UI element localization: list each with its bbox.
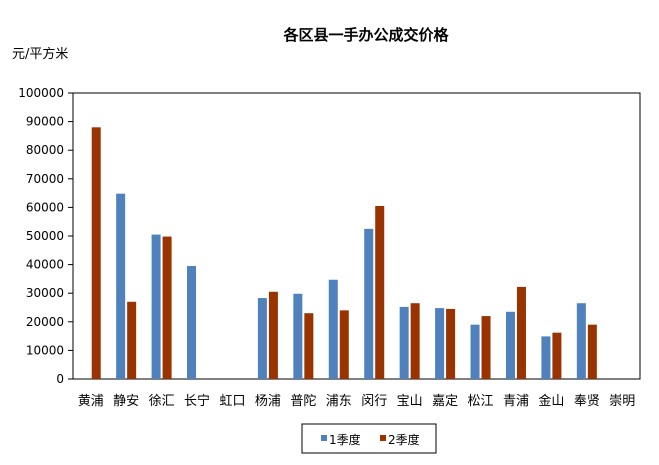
bar-series-2-嘉定: [446, 308, 456, 379]
bar-series-1-闵行: [364, 228, 374, 379]
x-category-label: 浦东: [326, 394, 352, 409]
bar-series-2-宝山: [410, 303, 420, 379]
x-category-label: 嘉定: [432, 394, 458, 409]
bar-series-2-静安: [127, 301, 137, 379]
bars-group: [91, 127, 597, 379]
bar-series-2-青浦: [516, 286, 526, 379]
bar-series-1-嘉定: [435, 308, 445, 379]
bar-series-1-松江: [470, 324, 480, 379]
y-tick-label: 10000: [26, 343, 64, 357]
y-tick-label: 80000: [26, 143, 64, 157]
y-tick-label: 50000: [26, 229, 64, 243]
legend-label-series-1: 1季度: [329, 432, 361, 447]
x-category-label: 青浦: [503, 394, 529, 409]
x-category-label: 崇明: [609, 394, 635, 409]
bar-series-2-奉贤: [587, 324, 597, 379]
bar-series-2-闵行: [375, 205, 385, 379]
bar-series-1-徐汇: [151, 234, 161, 379]
bar-series-2-浦东: [339, 310, 349, 379]
bar-series-1-杨浦: [257, 298, 267, 379]
legend: 1季度 2季度: [301, 423, 437, 454]
x-category-label: 徐汇: [149, 394, 175, 409]
y-tick-label: 0: [56, 372, 64, 386]
y-tick-label: 20000: [26, 315, 64, 329]
x-category-label: 普陀: [290, 393, 316, 409]
y-axis-unit-label: 元/平方米: [12, 46, 68, 62]
legend-swatch-series-1: [321, 435, 327, 441]
bar-series-2-黄浦: [91, 127, 101, 379]
x-category-label: 金山: [538, 393, 564, 409]
bar-series-1-普陀: [293, 293, 303, 379]
bar-series-2-普陀: [304, 313, 314, 379]
x-category-label: 松江: [468, 394, 494, 409]
x-category-label: 闵行: [361, 394, 387, 409]
y-tick-label: 90000: [26, 115, 64, 129]
bar-series-1-奉贤: [576, 303, 586, 379]
bar-series-2-松江: [481, 316, 491, 379]
bar-series-1-静安: [116, 193, 126, 379]
x-category-label: 杨浦: [255, 394, 281, 409]
y-tick-label: 30000: [26, 286, 64, 300]
x-axis-labels: 黄浦 静安 徐汇 长宁 虹口 杨浦 普陀 浦东 闵行 宝山 嘉定 松江 青浦 金山 奉贤 崇明: [78, 393, 636, 409]
y-tick-label: 100000: [18, 86, 64, 100]
y-axis-ticks: 0 10000 20000 30000 40000 50000 60000 70000 8000…: [18, 86, 73, 386]
legend-swatch-series-2: [380, 435, 386, 441]
y-tick-label: 70000: [26, 172, 64, 186]
bar-series-2-杨浦: [268, 291, 278, 379]
x-category-label: 长宁: [184, 393, 210, 409]
legend-label-series-2: 2季度: [388, 432, 420, 447]
chart-title: 各区县一手办公成交价格: [282, 26, 449, 44]
x-category-label: 虹口: [219, 394, 245, 409]
x-category-label: 黄浦: [78, 394, 104, 409]
bar-series-1-青浦: [505, 311, 515, 379]
bar-series-1-宝山: [399, 306, 409, 379]
bar-series-1-浦东: [328, 279, 338, 379]
x-category-label: 静安: [113, 394, 139, 409]
x-category-label: 宝山: [397, 394, 423, 409]
x-category-label: 奉贤: [574, 394, 600, 409]
bar-series-2-金山: [552, 332, 562, 379]
y-tick-label: 40000: [26, 258, 64, 272]
bar-series-2-徐汇: [162, 236, 172, 379]
y-tick-label: 60000: [26, 200, 64, 214]
bar-series-1-长宁: [187, 266, 197, 379]
bar-series-1-金山: [541, 336, 551, 379]
